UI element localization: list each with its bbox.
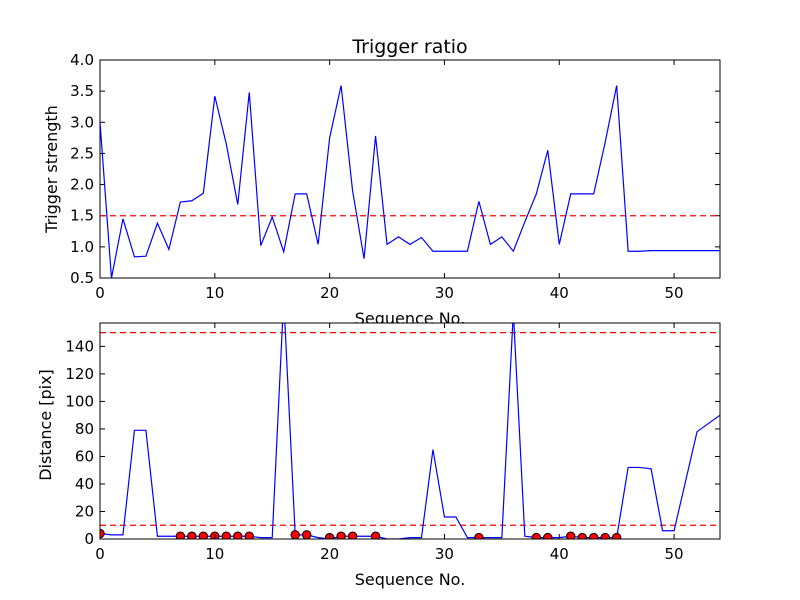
data-point-marker [233,531,243,539]
y-tick-label: 2.0 [70,176,94,194]
x-tick-label: 40 [550,545,569,563]
x-tick-label: 0 [95,284,105,302]
data-point-marker [336,531,346,539]
data-point-marker [347,531,358,539]
x-tick-label: 20 [320,284,339,302]
x-tick-label: 30 [435,284,454,302]
top-ticks: 0 10 20 30 40 50 0.5 1.0 1.5 2.0 2.5 3.0 3.5 4.0 [70,51,720,302]
y-tick-label: 4.0 [70,51,94,69]
x-tick-label: 0 [95,545,105,563]
data-point-marker [370,531,381,539]
top-y-axis-label: Trigger strength [42,105,61,234]
x-tick-label: 30 [435,545,454,563]
y-tick-label: 80 [75,420,94,438]
y-tick-label: 3.0 [70,113,94,131]
data-point-marker [175,531,186,539]
y-tick-label: 3.5 [70,82,94,100]
y-tick-label: 100 [65,392,94,410]
data-point-marker [474,532,484,539]
y-tick-label: 2.5 [70,144,94,162]
data-point-marker [244,531,254,539]
bottom-y-axis-label: Distance [pix] [36,369,55,481]
bottom-markers [100,528,622,539]
data-point-marker [221,531,231,539]
data-point-marker [611,532,622,539]
y-tick-label: 1.0 [70,238,94,256]
data-point-marker [531,532,541,539]
x-tick-label: 20 [320,545,339,563]
y-tick-label: 1.5 [70,207,94,225]
data-point-marker [290,530,300,539]
series-line [100,85,720,278]
top-plot-frame [99,59,721,279]
bottom-x-axis-label: Sequence No. [355,570,466,589]
data-point-marker [589,532,599,539]
y-tick-label: 0 [84,530,94,548]
bottom-plot-frame [99,322,721,540]
x-tick-label: 50 [665,545,684,563]
bottom-ticks: 0 10 20 30 40 50 0 20 40 60 80 100 120 140 [65,323,720,563]
y-tick-label: 0.5 [70,269,94,287]
data-point-marker [566,531,576,539]
data-point-marker [301,530,312,539]
y-tick-label: 40 [75,475,94,493]
y-tick-label: 120 [65,365,94,383]
data-point-marker [187,531,197,539]
chart-title: Trigger ratio [351,36,467,58]
bottom-threshold-lines [100,332,720,526]
data-point-marker [198,531,209,539]
y-tick-label: 140 [65,337,94,355]
x-tick-label: 10 [205,284,224,302]
top-series [100,85,720,278]
top-plot: Trigger ratio 0 10 20 30 40 50 0.5 1.0 1.5 2.0 2.5… [42,36,721,328]
data-point-marker [600,532,610,539]
y-tick-label: 20 [75,502,94,520]
x-tick-label: 10 [205,545,224,563]
bottom-plot-background [100,323,720,539]
data-point-marker [543,532,553,539]
bottom-plot: 0 10 20 30 40 50 0 20 40 60 80 100 120 140 Sequence N… [36,322,721,589]
x-tick-label: 40 [550,284,569,302]
data-point-marker [577,532,587,539]
x-tick-label: 50 [665,284,684,302]
y-tick-label: 60 [75,447,94,465]
